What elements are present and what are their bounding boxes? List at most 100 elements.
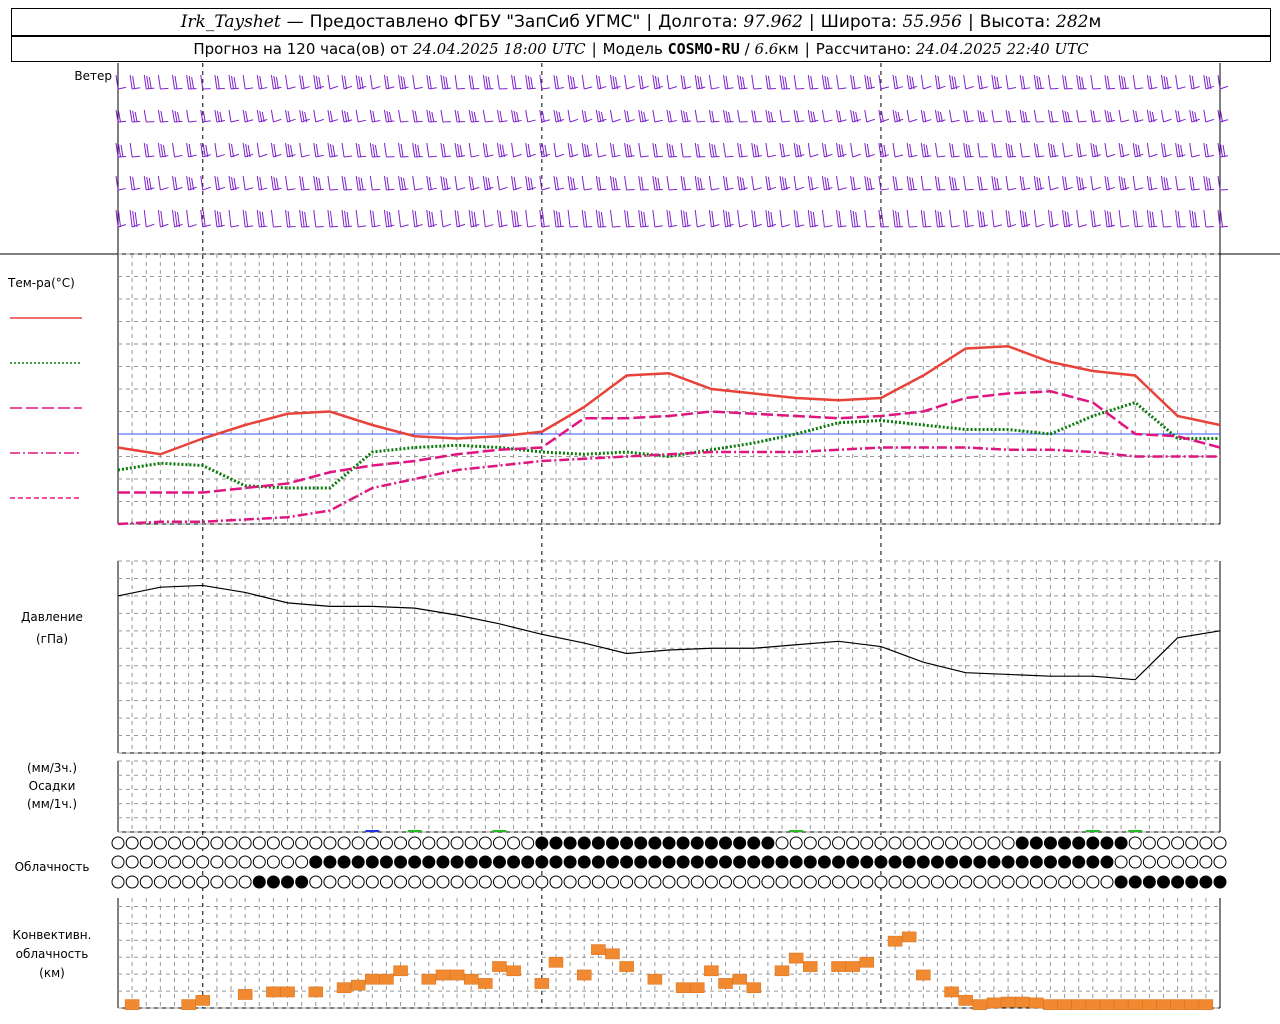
wind-barb-flag	[157, 74, 161, 90]
pressure-line	[117, 584, 1221, 681]
wind-barb-flag	[963, 209, 967, 228]
wind-barb-flag	[285, 142, 289, 158]
station-name: Irk_Tayshet	[180, 12, 281, 32]
convective-bar	[393, 965, 408, 977]
wind-barb-shaft	[160, 187, 169, 191]
wind-barb	[369, 74, 381, 90]
cloud-cover-symbol	[408, 855, 422, 869]
cloud-cover-symbol	[521, 875, 535, 889]
wind-barb-flag	[541, 210, 545, 228]
wind-barb-flag	[558, 111, 562, 123]
wind-barb	[341, 209, 353, 228]
wind-barb-flag	[723, 209, 727, 228]
cloud-cover-symbol	[959, 836, 973, 850]
wind-barb-shaft	[1050, 87, 1059, 90]
wind-barb-shaft	[1219, 119, 1229, 123]
wind-barb-shaft	[654, 85, 664, 90]
wind-barb-flag	[852, 75, 856, 90]
cloud-cover-symbol	[1072, 855, 1086, 869]
wind-barb-flag	[739, 75, 743, 90]
wind-barb-flag	[624, 175, 628, 191]
cloud-cover-symbol	[747, 855, 761, 869]
wind-barb-shaft	[499, 224, 508, 228]
wind-barb-shaft	[1022, 223, 1031, 228]
title-dash: —	[286, 12, 304, 32]
wind-barb	[821, 109, 833, 123]
wind-barb-flag	[1076, 74, 1080, 90]
wind-barb-flag	[979, 75, 983, 90]
wind-barb-flag	[1165, 76, 1169, 90]
wind-barb-flag	[129, 209, 133, 228]
wind-barb-flag	[383, 209, 387, 228]
cloud-cover-symbol	[959, 875, 973, 889]
wind-barb-flag	[581, 109, 585, 123]
wind-barb	[327, 142, 339, 158]
wind-barb-flag	[1118, 109, 1122, 123]
wind-barb-shaft	[951, 119, 960, 123]
wind-barb-shaft	[485, 224, 494, 228]
wind-barb-flag	[1146, 109, 1150, 123]
wind-barb	[1062, 209, 1073, 228]
cloud-cover-symbol	[719, 855, 733, 869]
wind-barb-flag	[148, 177, 152, 191]
wind-barb	[412, 175, 423, 191]
wind-barb	[652, 109, 663, 123]
wind-barb	[242, 74, 254, 90]
wind-barb-shaft	[725, 155, 734, 158]
wind-barb-flag	[327, 74, 331, 90]
wind-barb-shaft	[513, 224, 522, 228]
wind-barb	[1076, 109, 1087, 123]
wind-barb-flag	[214, 109, 218, 123]
wind-barb-flag	[485, 75, 489, 90]
wind-barb-flag	[770, 211, 774, 228]
altitude-label: Высота:	[979, 12, 1051, 32]
wind-barb-shaft	[174, 154, 183, 158]
precip-bar	[407, 830, 422, 832]
wind-barb-shaft	[1191, 118, 1200, 123]
wind-barb-shaft	[711, 86, 720, 90]
wind-barb-flag	[304, 111, 308, 123]
wind-barb-flag	[572, 76, 576, 90]
wind-barb-flag	[341, 175, 345, 191]
wind-barb-flag	[1090, 142, 1094, 158]
cloud-cover-symbol	[464, 836, 478, 850]
cloud-cover-symbol	[266, 875, 280, 889]
wind-barb	[1118, 209, 1130, 228]
wind-barb-flag	[1208, 177, 1212, 191]
wind-barb-shaft	[188, 186, 197, 191]
wind-barb	[807, 175, 819, 191]
wind-barb-flag	[666, 175, 670, 191]
wind-barb	[539, 209, 550, 228]
wind-barb-flag	[372, 210, 376, 228]
wind-barb	[525, 209, 536, 228]
wind-barb-flag	[1019, 142, 1023, 158]
wind-barb-shaft	[697, 188, 706, 191]
wind-barb	[355, 175, 367, 191]
wind-barb-shaft	[1120, 119, 1130, 123]
wind-barb-flag	[1191, 210, 1195, 228]
wind-barb-flag	[485, 176, 489, 191]
wind-barb	[765, 142, 777, 158]
wind-barb	[624, 74, 635, 90]
wind-barb-flag	[1205, 75, 1209, 90]
wind-barb-flag	[586, 144, 590, 158]
precip-bar	[492, 830, 507, 832]
wind-barb-flag	[403, 177, 407, 191]
wind-barb	[496, 209, 508, 228]
temperature-series-line	[118, 389, 1221, 494]
wind-barb-shaft	[838, 87, 847, 90]
convective-unit: (км)	[39, 966, 65, 980]
wind-barb	[496, 142, 508, 158]
wind-barb-flag	[725, 210, 729, 228]
wind-barb-flag	[259, 176, 263, 191]
wind-barb-flag	[1036, 75, 1040, 90]
wind-barb	[652, 209, 663, 228]
wind-barb	[228, 142, 240, 158]
wind-barb-flag	[261, 111, 265, 123]
wind-barb-flag	[567, 175, 571, 191]
wind-barb-flag	[1036, 176, 1040, 191]
wind-barb-shaft	[287, 118, 296, 123]
cloud-cover-symbol	[902, 875, 916, 889]
wind-barb	[327, 209, 338, 228]
cloud-cover-symbol	[1043, 875, 1057, 889]
